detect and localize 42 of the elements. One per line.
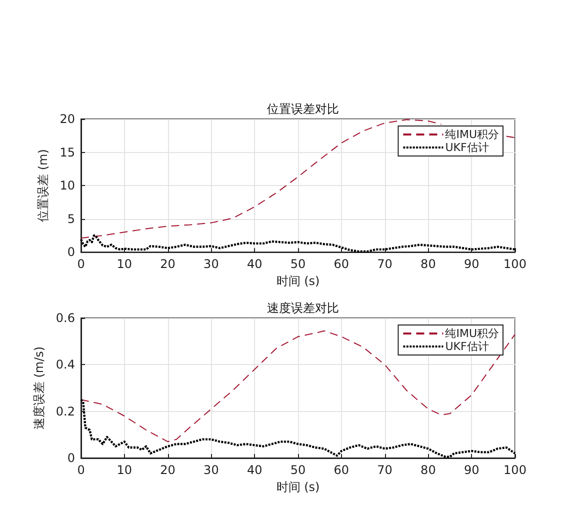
y-tick-label: 15 <box>60 145 75 160</box>
x-tick-label: 30 <box>204 463 219 477</box>
y-tick-label: 0 <box>67 245 75 260</box>
x-tick-label: 100 <box>504 463 526 477</box>
y-tick-label: 5 <box>67 212 75 226</box>
x-tick-label: 60 <box>334 257 350 272</box>
x-axis-title: 时间 (s) <box>276 274 320 288</box>
x-tick-label: 100 <box>504 257 526 272</box>
x-tick-label: 40 <box>246 463 262 477</box>
chart-title: 速度误差对比 <box>267 301 339 315</box>
x-tick-label: 0 <box>77 257 85 272</box>
x-tick-label: 90 <box>464 463 480 477</box>
y-tick-label: 10 <box>60 178 75 193</box>
x-tick-label: 30 <box>204 257 219 272</box>
x-tick-label: 90 <box>464 257 480 272</box>
legend-label: 纯IMU积分 <box>445 327 500 340</box>
y-tick-label: 0.2 <box>56 404 75 418</box>
y-tick-label: 20 <box>60 112 75 126</box>
x-tick-label: 60 <box>334 463 350 477</box>
x-tick-label: 10 <box>116 463 132 477</box>
x-axis-title: 时间 (s) <box>276 480 320 494</box>
x-tick-label: 20 <box>160 257 176 272</box>
legend-label: 纯IMU积分 <box>445 128 500 141</box>
y-tick-label: 0.4 <box>56 358 75 372</box>
x-tick-label: 80 <box>420 463 436 477</box>
x-tick-label: 70 <box>377 463 392 477</box>
x-tick-label: 0 <box>77 463 85 477</box>
x-tick-label: 50 <box>290 463 306 477</box>
x-tick-label: 20 <box>160 463 176 477</box>
x-tick-label: 70 <box>377 257 392 272</box>
x-tick-label: 10 <box>116 257 132 272</box>
y-axis-title: 位置误差 (m) <box>36 149 50 222</box>
x-tick-label: 50 <box>290 257 306 272</box>
y-axis-title: 速度误差 (m/s) <box>32 346 46 430</box>
legend-label: UKF估计 <box>445 340 489 353</box>
line-series <box>80 330 516 442</box>
chart-title: 位置误差对比 <box>267 102 339 116</box>
legend-label: UKF估计 <box>445 141 489 154</box>
y-tick-label: 0.6 <box>56 311 75 325</box>
x-tick-label: 80 <box>420 257 436 272</box>
y-tick-label: 0 <box>67 451 75 465</box>
x-tick-label: 40 <box>246 257 262 272</box>
